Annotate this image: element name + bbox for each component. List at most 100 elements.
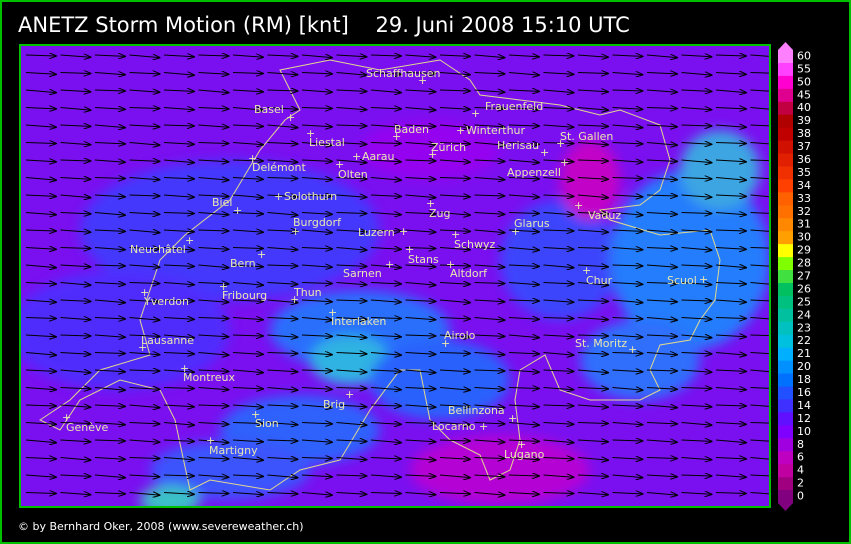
- wind-arrow: [301, 458, 332, 459]
- city-marker: +: [345, 388, 354, 401]
- wind-arrow: [715, 230, 746, 231]
- wind-arrow: [94, 125, 125, 128]
- legend-label: 25: [797, 295, 811, 308]
- wind-arrow: [543, 353, 574, 356]
- wind-arrow: [129, 213, 160, 215]
- wind-arrow: [198, 160, 229, 162]
- wind-arrow: [129, 475, 160, 477]
- wind-arrow: [439, 178, 470, 179]
- legend-label: 37: [797, 140, 811, 153]
- wind-arrow: [439, 405, 470, 406]
- wind-arrow: [439, 195, 470, 197]
- wind-arrow: [25, 423, 56, 425]
- wind-arrow: [232, 458, 263, 461]
- legend-swatch: [778, 295, 793, 310]
- wind-arrow: [405, 178, 436, 180]
- wind-arrow: [370, 475, 401, 477]
- wind-arrow: [681, 265, 712, 266]
- legend-swatch: [778, 477, 793, 491]
- wind-arrow: [301, 300, 332, 302]
- legend-swatch: [778, 386, 793, 400]
- wind-arrow: [129, 230, 160, 233]
- wind-arrow: [715, 125, 746, 127]
- wind-arrow: [336, 160, 367, 163]
- city-label: Delémont: [252, 161, 306, 174]
- wind-arrow: [60, 108, 91, 111]
- wind-arrow: [508, 160, 539, 163]
- wind-arrow: [577, 160, 608, 161]
- wind-arrow: [129, 160, 160, 161]
- wind-arrow: [163, 143, 194, 145]
- wind-arrow: [336, 318, 367, 320]
- wind-arrow: [646, 195, 677, 196]
- wind-arrow: [474, 108, 505, 109]
- wind-arrow: [267, 73, 298, 75]
- legend-label: 39: [797, 114, 811, 127]
- wind-arrow: [405, 230, 436, 232]
- wind-arrow: [60, 283, 91, 286]
- wind-arrow: [474, 370, 505, 371]
- wind-arrow: [439, 458, 470, 460]
- wind-arrow: [336, 73, 367, 76]
- wind-arrow: [405, 55, 436, 57]
- wind-arrow: [25, 335, 56, 337]
- wind-arrow: [646, 143, 677, 146]
- wind-arrow: [163, 423, 194, 426]
- wind-arrow: [405, 300, 436, 301]
- legend-label: 26: [797, 282, 811, 295]
- wind-arrow: [439, 353, 470, 354]
- legend-swatch: [778, 270, 793, 284]
- wind-arrow: [681, 108, 712, 110]
- wind-arrow: [301, 335, 332, 336]
- wind-arrow: [94, 458, 125, 460]
- wind-arrow: [60, 493, 91, 495]
- wind-arrow: [577, 195, 608, 198]
- wind-arrow: [474, 335, 505, 336]
- wind-arrow: [370, 388, 401, 390]
- wind-arrow: [681, 73, 712, 76]
- wind-arrow: [612, 73, 643, 75]
- wind-arrow: [474, 318, 505, 321]
- wind-arrow: [301, 143, 332, 146]
- wind-arrow: [681, 405, 712, 407]
- wind-arrow: [25, 283, 56, 284]
- wind-arrow: [612, 388, 643, 391]
- wind-arrow: [646, 493, 677, 496]
- city-label: Biel: [212, 196, 232, 209]
- wind-arrow: [163, 73, 194, 76]
- wind-arrow: [508, 283, 539, 285]
- city-label: Airolo: [444, 329, 476, 342]
- wind-arrow: [474, 458, 505, 459]
- wind-arrow: [163, 248, 194, 251]
- wind-arrow: [129, 300, 160, 302]
- wind-arrow: [646, 370, 677, 371]
- wind-arrow: [129, 283, 160, 284]
- wind-arrow: [508, 335, 539, 338]
- city-label: Martigny: [209, 444, 258, 457]
- wind-arrow: [336, 370, 367, 372]
- wind-arrow: [267, 493, 298, 494]
- wind-arrow: [405, 143, 436, 145]
- wind-arrow: [60, 388, 91, 389]
- wind-arrow: [646, 335, 677, 336]
- wind-arrow: [129, 178, 160, 180]
- city-label: Vaduz: [588, 209, 621, 222]
- wind-arrow: [301, 370, 332, 371]
- wind-arrow: [508, 475, 539, 476]
- wind-arrow: [439, 300, 470, 303]
- wind-arrow: [94, 335, 125, 337]
- wind-arrow: [681, 318, 712, 320]
- wind-arrow: [715, 388, 746, 390]
- wind-arrow: [370, 423, 401, 425]
- wind-arrow: [60, 248, 91, 249]
- wind-arrow: [474, 405, 505, 408]
- wind-arrow: [474, 440, 505, 442]
- wind-arrow: [301, 265, 332, 267]
- wind-arrow: [405, 283, 436, 286]
- wind-arrow: [94, 388, 125, 391]
- wind-arrow: [439, 213, 470, 216]
- legend-label: 18: [797, 373, 811, 386]
- wind-arrow: [301, 475, 332, 477]
- wind-arrow: [750, 299, 770, 302]
- wind-arrow: [681, 493, 712, 495]
